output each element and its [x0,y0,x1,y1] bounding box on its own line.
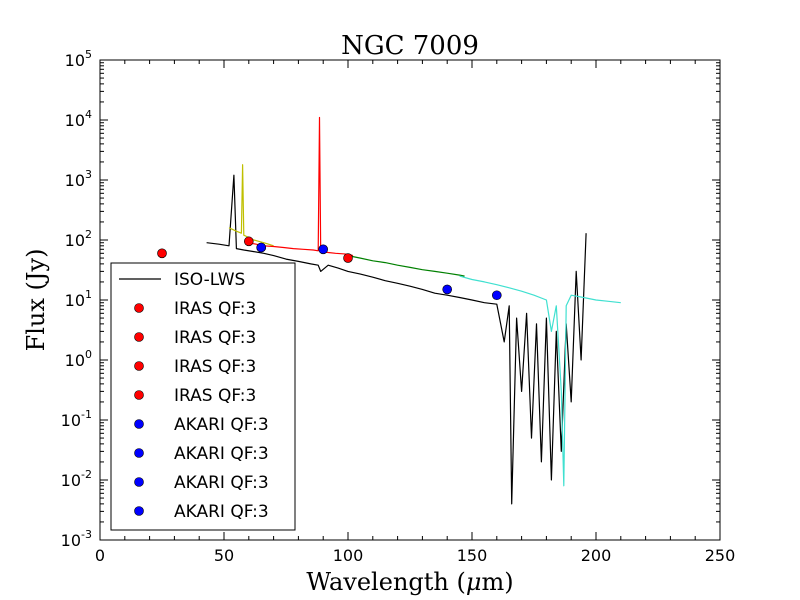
x-tick-label: 200 [581,546,612,565]
legend-label: AKARI QF:3 [174,444,269,464]
x-axis-label: Wavelength (μm) [306,568,513,596]
points-layer [157,236,502,301]
y-tick-label: 10-3 [61,528,92,550]
x-tick-label: 250 [705,546,736,565]
series-line-3 [248,116,354,257]
legend: ISO-LWS IRAS QF:3 IRAS QF:3 IRAS QF:3 IRAS Q… [110,262,296,531]
x-axis-label-mu: μ [466,568,482,596]
legend-label: ISO-LWS [174,270,245,290]
x-tick-label: 100 [333,546,364,565]
legend-label: AKARI QF:3 [174,415,269,435]
legend-swatch-marker [134,419,144,429]
legend-swatch-marker [134,390,144,400]
legend-swatch-marker [134,506,144,516]
legend-swatch-marker [134,303,144,313]
series-line-1 [206,174,587,505]
x-tick-label: 150 [457,546,488,565]
data-point-1 [157,248,167,259]
data-point-6 [318,244,329,255]
chart-title: NGC 7009 [341,31,479,61]
y-tick-label: 10-2 [61,468,92,490]
data-point-7 [442,284,453,295]
data-point-2 [244,236,254,247]
x-axis-label-text: Wavelength ( [306,568,465,596]
legend-label: IRAS QF:3 [174,328,256,348]
legend-label: AKARI QF:3 [174,473,269,493]
legend-label: AKARI QF:3 [174,502,269,522]
data-point-4 [343,253,353,263]
series-line-5 [459,275,621,487]
y-tick-label: 102 [65,228,92,250]
y-tick-label: 105 [65,48,92,70]
legend-label: IRAS QF:3 [174,299,256,319]
y-axis-label: Flux (Jy) [22,249,50,352]
legend-swatch-marker [134,477,144,487]
legend-swatch-marker [134,332,144,342]
y-tick-label: 10-1 [61,408,92,430]
y-tick-label: 103 [65,168,92,190]
axes-layer: 0 50 100 150 200 250 105 104 103 102 101 100 10-1 10-… [61,48,736,565]
y-tick-label: 100 [65,348,92,370]
data-point-5 [256,242,267,253]
x-tick-label: 0 [95,546,105,565]
y-tick-label: 101 [65,288,92,310]
legend-swatch-marker [134,448,144,458]
series-line-4 [347,255,465,277]
legend-label: IRAS QF:3 [174,357,256,377]
legend-label: IRAS QF:3 [174,386,256,406]
y-tick-label: 104 [65,108,92,130]
legend-swatch-marker [134,361,144,371]
x-tick-label: 50 [214,546,234,565]
data-point-8 [491,290,502,301]
x-axis-label-unit: m) [481,568,513,596]
